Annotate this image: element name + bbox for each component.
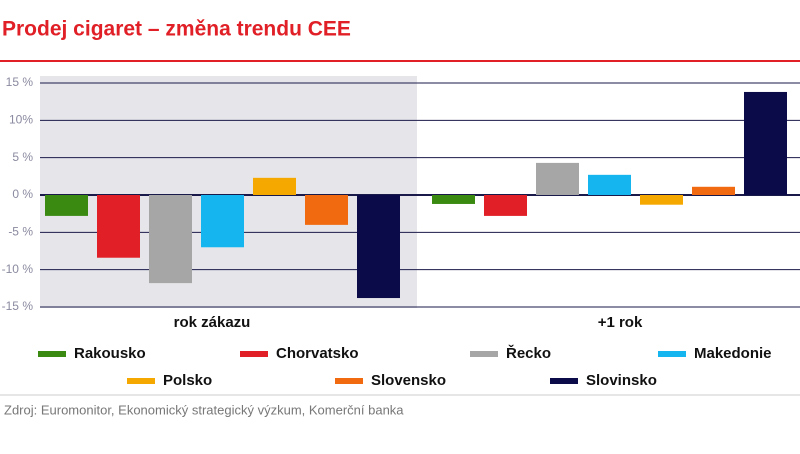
chart-title: Prodej cigaret – změna trendu CEE bbox=[2, 18, 351, 41]
legend-swatch bbox=[335, 378, 363, 384]
legend-swatch bbox=[240, 351, 268, 357]
bar bbox=[253, 177, 296, 195]
legend-swatch bbox=[470, 351, 498, 357]
legend-swatch bbox=[550, 378, 578, 384]
bar bbox=[45, 195, 88, 216]
legend-swatch bbox=[127, 378, 155, 384]
bar bbox=[305, 195, 348, 225]
bar bbox=[97, 195, 140, 258]
bar bbox=[692, 186, 735, 195]
legend-label: Řecko bbox=[506, 344, 551, 362]
bar bbox=[588, 174, 631, 195]
y-tick-label: 0 % bbox=[12, 187, 33, 201]
y-tick-label: 5 % bbox=[12, 150, 33, 164]
legend-label: Slovensko bbox=[371, 372, 446, 389]
y-tick-label: -10 % bbox=[2, 262, 34, 276]
bar bbox=[357, 195, 400, 299]
legend-label: Slovinsko bbox=[586, 372, 657, 389]
bar bbox=[484, 195, 527, 216]
legend-label: Polsko bbox=[163, 372, 212, 389]
bar bbox=[432, 195, 475, 204]
bar bbox=[640, 195, 683, 205]
bar bbox=[149, 195, 192, 284]
y-tick-label: -5 % bbox=[8, 225, 33, 239]
legend-swatch bbox=[658, 351, 686, 357]
source: Zdroj: Euromonitor, Ekonomický strategic… bbox=[4, 402, 404, 417]
x-tick-label: +1 rok bbox=[598, 314, 643, 331]
bar bbox=[744, 91, 787, 195]
x-tick-label: rok zákazu bbox=[174, 314, 251, 331]
legend-label: Rakousko bbox=[74, 345, 146, 362]
legend-label: Chorvatsko bbox=[276, 345, 359, 362]
bar bbox=[201, 195, 244, 248]
y-tick-label: 15 % bbox=[6, 75, 34, 89]
legend-swatch bbox=[38, 351, 66, 357]
y-tick-label: -15 % bbox=[2, 299, 34, 313]
bar bbox=[536, 162, 579, 195]
legend-label: Makedonie bbox=[694, 345, 772, 362]
y-tick-label: 10% bbox=[9, 113, 33, 127]
